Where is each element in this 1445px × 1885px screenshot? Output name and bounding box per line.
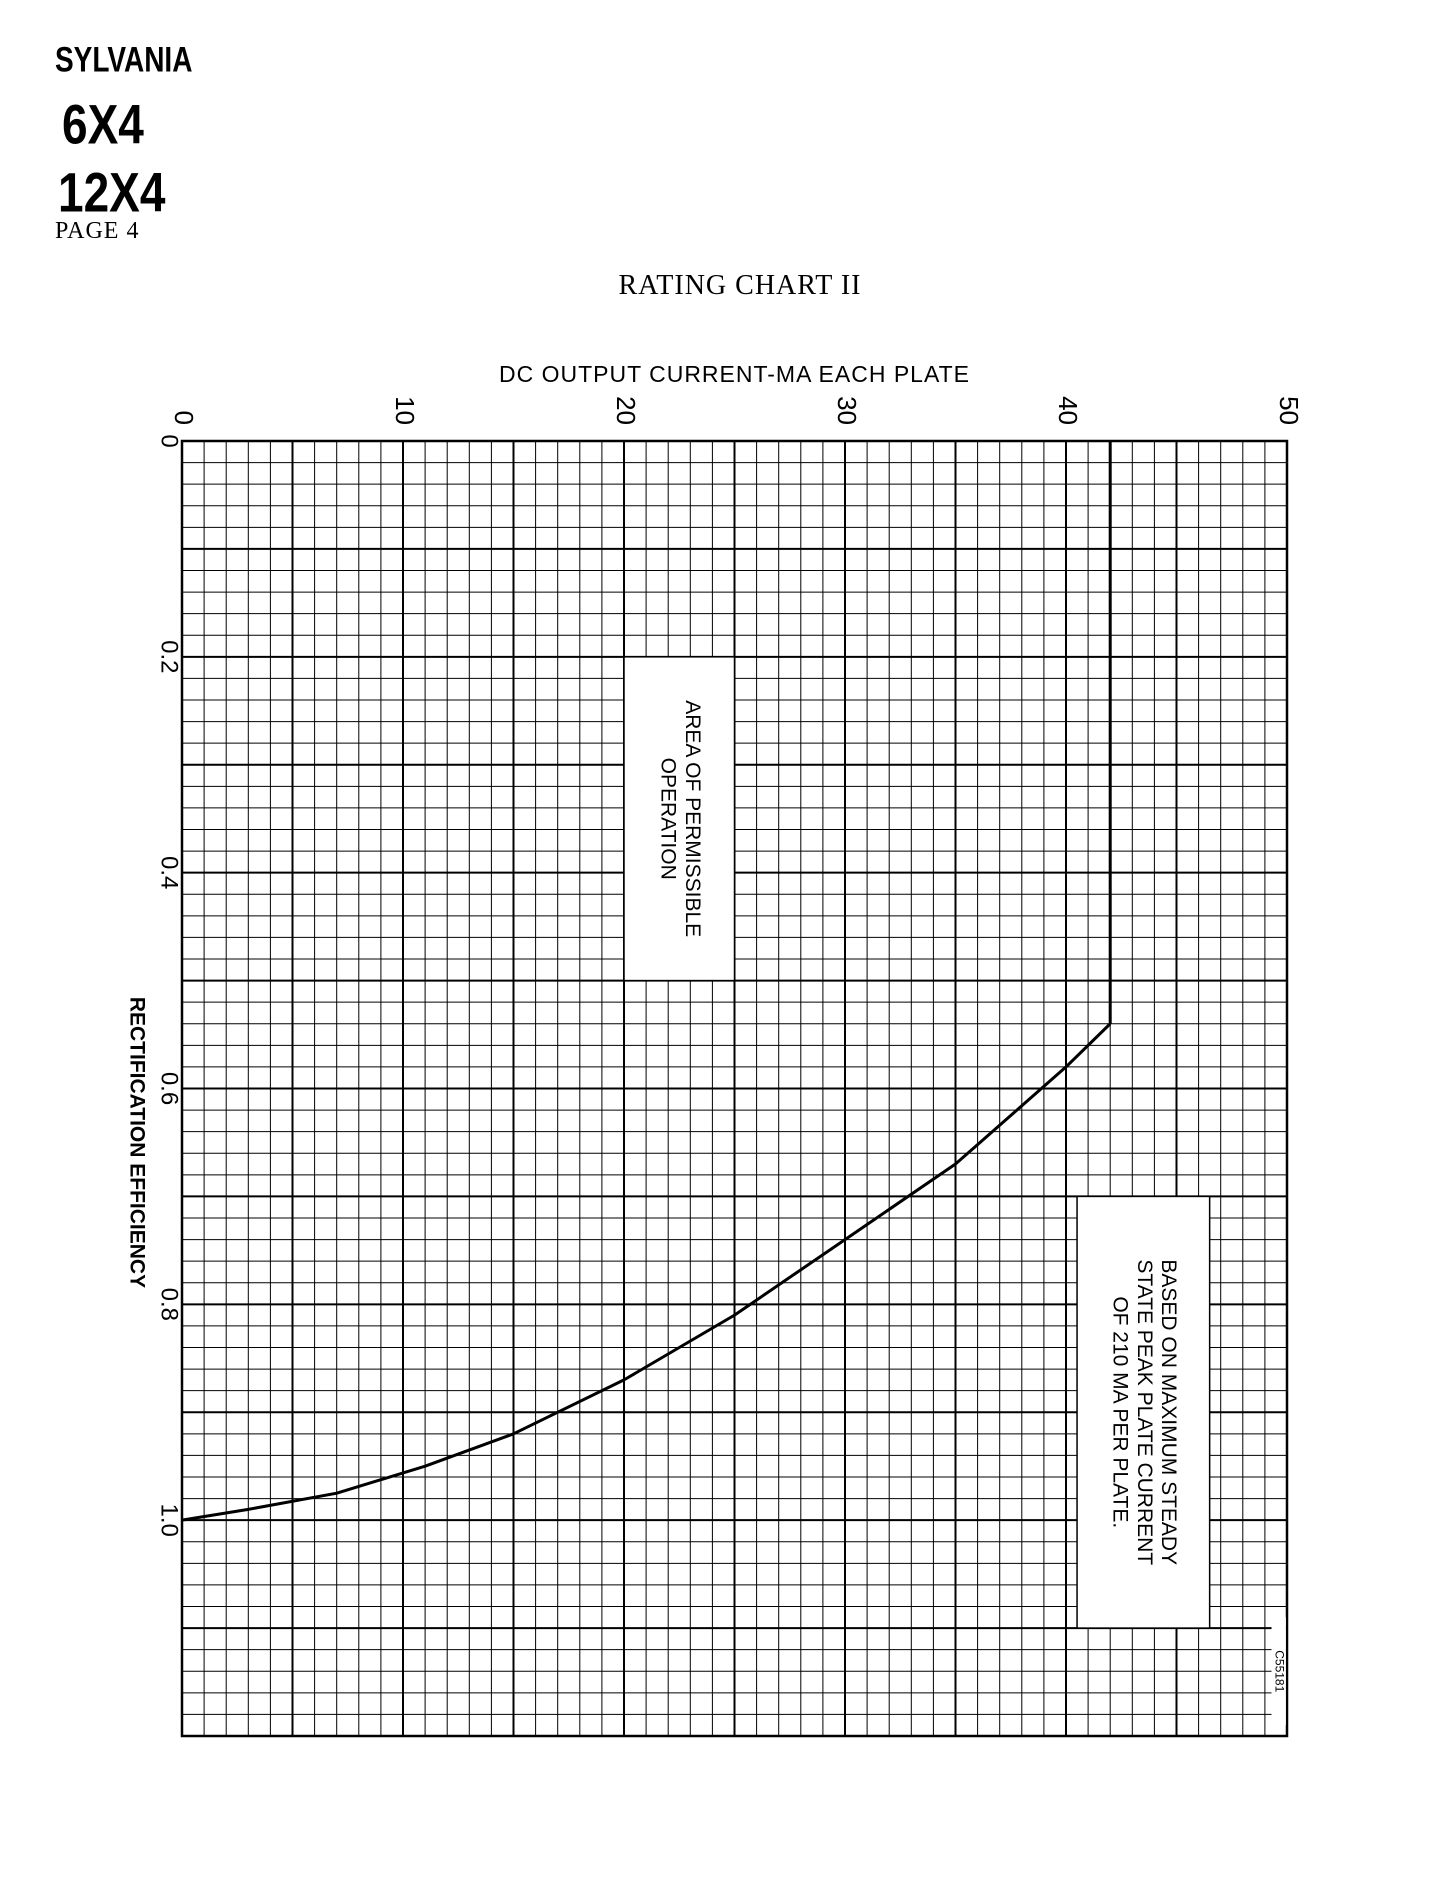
tube-type-secondary: 12X4: [58, 161, 166, 224]
annotation-rating-basis: STATE PEAK PLATE CURRENT: [1133, 1259, 1156, 1565]
y-axis-label: RECTIFICATION EFFICIENCY: [125, 997, 148, 1288]
page-number: PAGE 4: [55, 218, 140, 244]
chart-title: RATING CHART II: [618, 270, 862, 301]
chart-grid: [180, 439, 1289, 1738]
plot-border: [180, 439, 1289, 1738]
y-tick-label: 0.8: [156, 1288, 183, 1321]
y-tick-label: 1.0: [156, 1503, 183, 1536]
y-tick-label: 0.6: [156, 1072, 183, 1105]
y-tick-label: 0: [156, 434, 183, 447]
x-tick-label: 10: [390, 396, 420, 425]
annotation-box: [1076, 1195, 1211, 1629]
y-tick-label: 0.2: [156, 640, 183, 673]
tube-type-primary: 6X4: [62, 93, 144, 156]
x-tick-label: 0: [169, 411, 199, 425]
x-tick-label: 50: [1274, 396, 1304, 425]
annotation-box: [623, 656, 736, 982]
y-tick-label: 0.4: [156, 856, 183, 889]
x-axis-label: DC OUTPUT CURRENT-MA EACH PLATE: [499, 361, 970, 387]
x-tick-label: 20: [611, 396, 641, 425]
annotation-rating-basis: OF 210 MA PER PLATE.: [1109, 1296, 1132, 1528]
annotation-permissible-area: OPERATION: [657, 758, 680, 880]
chart-code-box: [1271, 1617, 1286, 1726]
chart-labels: 0 10 20 30 40 50 DC OUTPUT CURRENT-MA EACH PLA…: [125, 361, 1304, 1693]
annotation-permissible-area: AREA OF PERMISSIBLE: [681, 700, 704, 937]
brand-name: SYLVANIA: [55, 40, 193, 79]
x-tick-label: 30: [832, 396, 862, 425]
series-line: [181, 1022, 1112, 1522]
chart-code: C55181: [1272, 1650, 1286, 1692]
annotation-rating-basis: BASED ON MAXIMUM STEADY: [1157, 1259, 1180, 1565]
x-tick-label: 40: [1053, 396, 1083, 425]
chart-curve: [181, 441, 1112, 1522]
